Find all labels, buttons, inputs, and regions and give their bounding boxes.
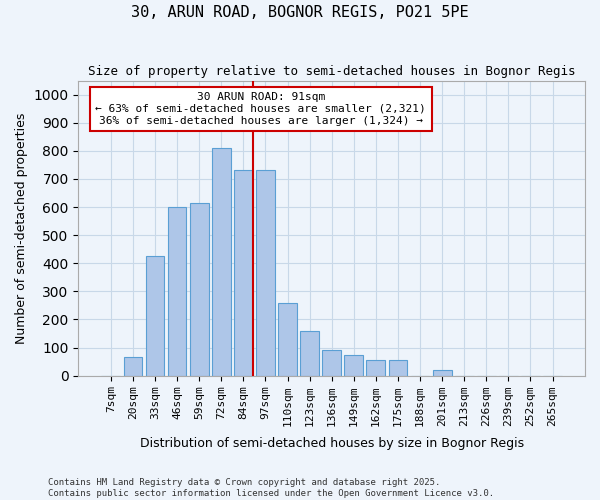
Text: Contains HM Land Registry data © Crown copyright and database right 2025.
Contai: Contains HM Land Registry data © Crown c… <box>48 478 494 498</box>
Bar <box>389 360 407 376</box>
Bar <box>124 358 142 376</box>
Bar <box>344 354 363 376</box>
Y-axis label: Number of semi-detached properties: Number of semi-detached properties <box>15 112 28 344</box>
Text: 30, ARUN ROAD, BOGNOR REGIS, PO21 5PE: 30, ARUN ROAD, BOGNOR REGIS, PO21 5PE <box>131 5 469 20</box>
Bar <box>190 203 209 376</box>
Bar <box>367 360 385 376</box>
Bar <box>234 170 253 376</box>
Bar <box>300 330 319 376</box>
Bar <box>278 302 297 376</box>
Bar <box>146 256 164 376</box>
Bar <box>167 207 187 376</box>
Bar <box>433 370 452 376</box>
Bar <box>322 350 341 376</box>
Bar <box>256 170 275 376</box>
X-axis label: Distribution of semi-detached houses by size in Bognor Regis: Distribution of semi-detached houses by … <box>140 437 524 450</box>
Bar <box>212 148 230 376</box>
Text: 30 ARUN ROAD: 91sqm
← 63% of semi-detached houses are smaller (2,321)
36% of sem: 30 ARUN ROAD: 91sqm ← 63% of semi-detach… <box>95 92 426 126</box>
Title: Size of property relative to semi-detached houses in Bognor Regis: Size of property relative to semi-detach… <box>88 65 575 78</box>
